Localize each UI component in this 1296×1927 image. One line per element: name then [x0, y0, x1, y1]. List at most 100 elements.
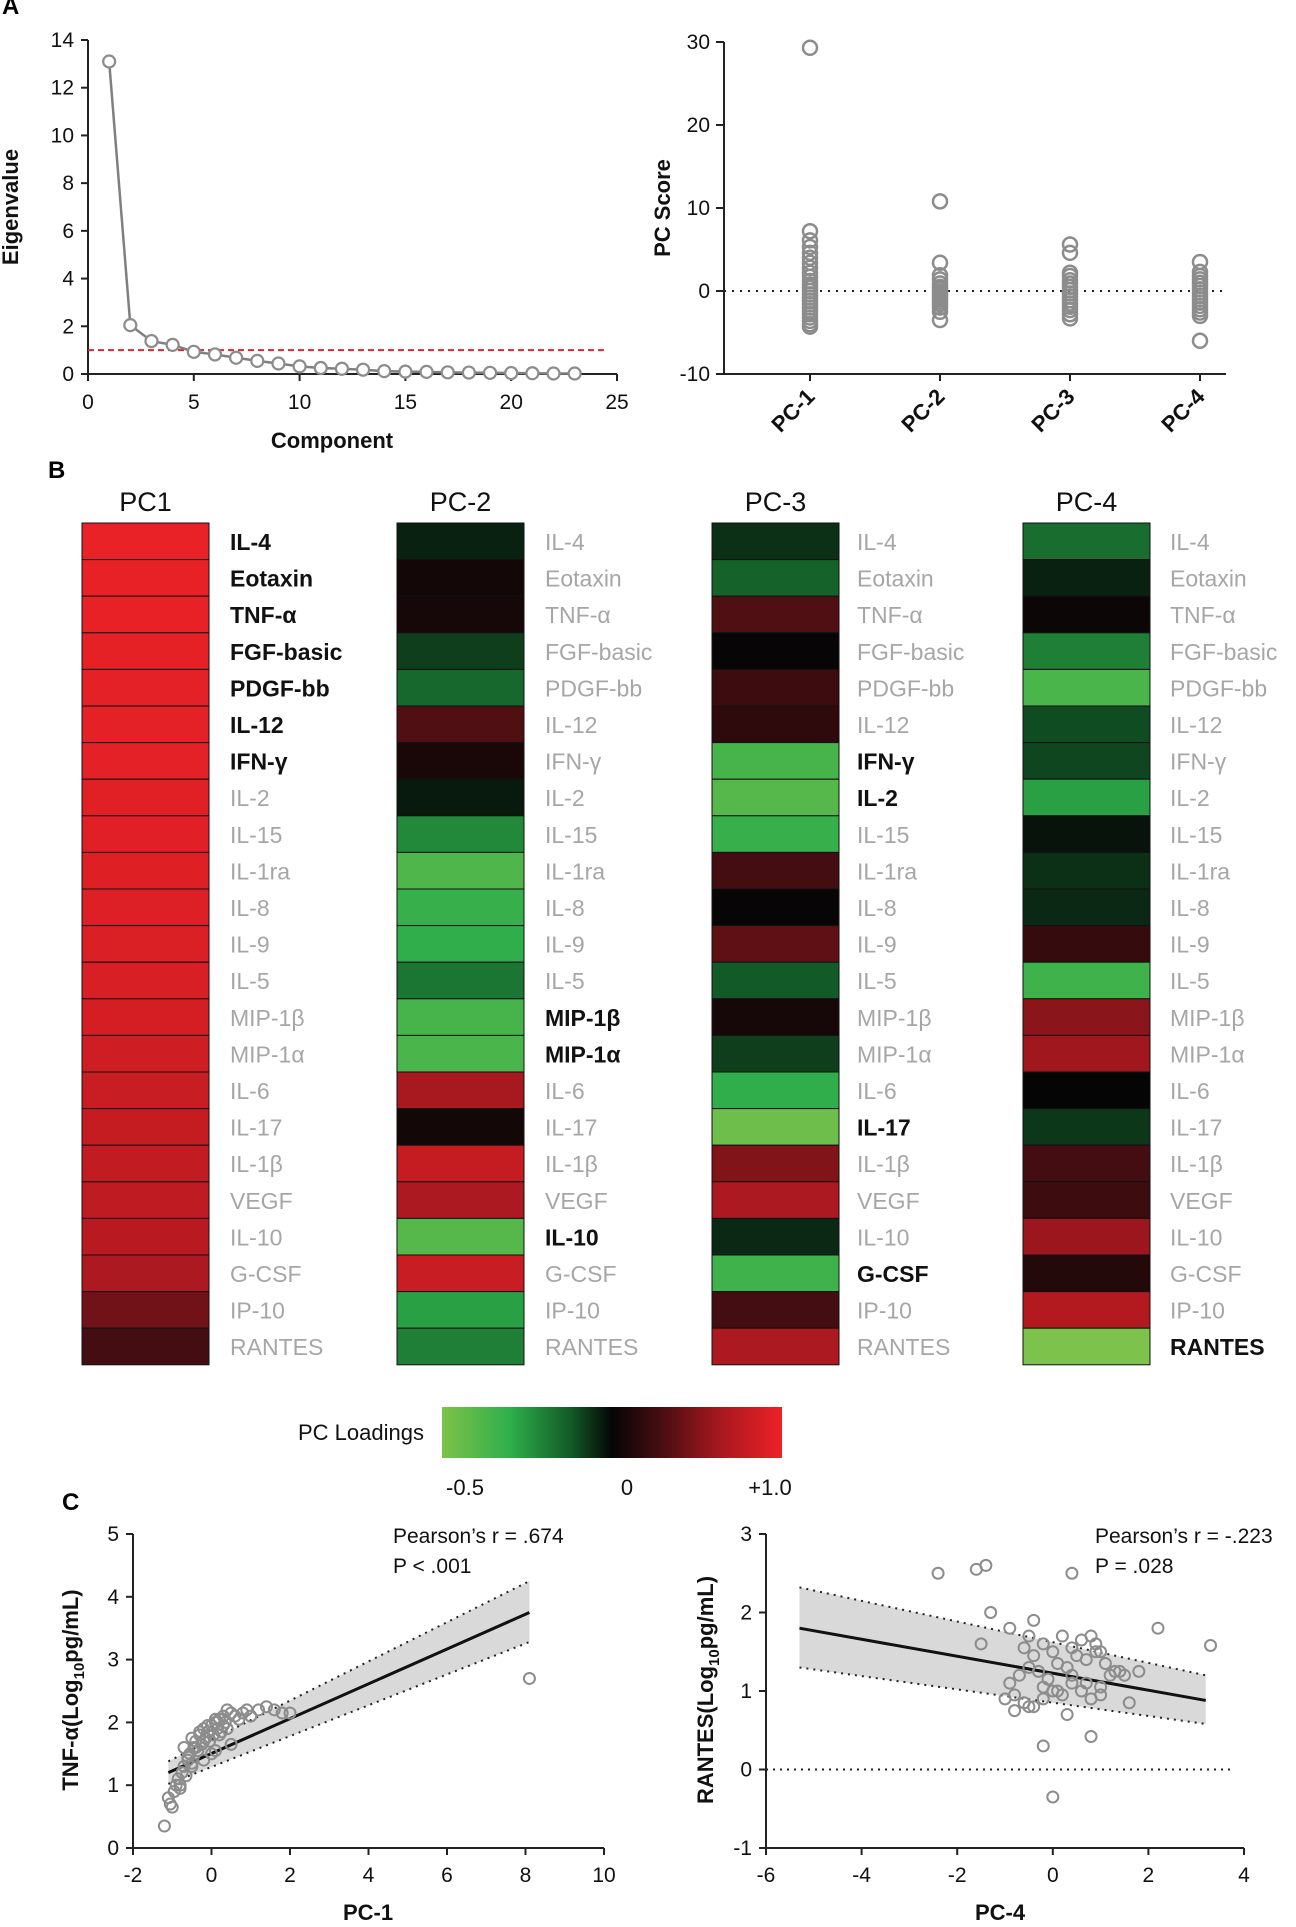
- heatmap-row-label: IL-2: [545, 785, 585, 811]
- heatmap-row-label: IFN-γ: [857, 749, 915, 775]
- pcscore-x-tick-label: PC-4: [1156, 383, 1210, 437]
- heatmap-column-title: PC-3: [745, 487, 807, 517]
- pcscore-y-tick-label: 30: [687, 31, 710, 54]
- heatmap-cell: [1022, 851, 1151, 890]
- tnf-point: [522, 1671, 536, 1685]
- heatmap-row-label: IL-5: [1170, 968, 1210, 994]
- heatmap-row-label: IL-4: [545, 529, 585, 555]
- tnf-point: [212, 1728, 226, 1742]
- scree-y-label: Eigenvalue: [0, 149, 23, 265]
- tnf-confidence-band: [168, 1581, 530, 1784]
- ran-x-tick-label: -2: [948, 1864, 967, 1887]
- heatmap-row-label: G-CSF: [545, 1261, 617, 1287]
- heatmap-cell: [81, 961, 210, 1000]
- scree-y-tick-label: 4: [62, 268, 74, 291]
- scree-point: [250, 353, 265, 368]
- scree-point: [419, 364, 434, 379]
- pc-score-plot: -10 0 10 20 30 PC-1 PC-2 PC-3 PC-4 PC Score: [650, 31, 1226, 437]
- rantes-pearson-text: Pearson’s r = -.223: [1095, 1525, 1273, 1548]
- heatmap-row-label: RANTES: [545, 1334, 638, 1360]
- pcscore-point: [1061, 236, 1079, 253]
- heatmap-row-label: G-CSF: [230, 1261, 302, 1287]
- tnf-point: [244, 1709, 258, 1723]
- heatmap-cell: [81, 1144, 210, 1183]
- colorbar-tick-min: -0.5: [446, 1475, 484, 1500]
- scree-y-tick-label: 14: [51, 29, 75, 52]
- heatmap-cell: [711, 742, 840, 780]
- ran-point: [1022, 1629, 1036, 1643]
- ran-point: [1036, 1680, 1050, 1694]
- heatmap-row-label: IP-10: [857, 1298, 912, 1324]
- heatmap-cell: [396, 851, 525, 890]
- heatmap-cell: [81, 705, 210, 744]
- heatmap-cell: [711, 998, 840, 1036]
- ran-x-tick-label: -6: [757, 1864, 776, 1887]
- colorbar-tick-max: +1.0: [748, 1475, 791, 1500]
- heatmap-row-label: MIP-1α: [545, 1041, 620, 1067]
- heatmap-row-label: IL-4: [230, 529, 271, 555]
- tnf-pearson-text: Pearson’s r = .674: [393, 1525, 564, 1548]
- heatmap-cell: [1022, 925, 1151, 963]
- scree-y-tick-label: 2: [62, 315, 74, 338]
- heatmap-row-label: TNF-α: [230, 602, 297, 628]
- tnf-point: [252, 1703, 266, 1717]
- tnf-point: [189, 1741, 203, 1755]
- scree-x-tick-label: 20: [500, 391, 523, 414]
- tnf-x-tick-label: 10: [592, 1864, 615, 1887]
- heatmap-cell: [81, 1291, 210, 1329]
- heatmap-column-title: PC-2: [430, 487, 492, 517]
- pcscore-point: [931, 254, 949, 272]
- heatmap-row-label: IL-1ra: [1170, 858, 1230, 884]
- heatmap-row-label: IL-9: [230, 932, 270, 958]
- heatmap-cell: [1022, 1034, 1151, 1073]
- ran-point: [1079, 1676, 1093, 1690]
- tnf-point: [197, 1753, 211, 1767]
- ran-point: [1027, 1649, 1041, 1663]
- scree-point: [377, 364, 392, 379]
- heatmap-row-label: IL-1ra: [230, 858, 290, 884]
- heatmap-cell: [81, 851, 210, 890]
- heatmap-cell: [81, 1181, 210, 1219]
- heatmap-cell: [396, 668, 525, 707]
- ran-y-tick-label: 1: [740, 1680, 752, 1703]
- heatmap-row-label: IP-10: [230, 1298, 285, 1324]
- rantes-fit-line: [799, 1626, 1207, 1702]
- ran-point: [1094, 1645, 1108, 1659]
- ran-point: [1151, 1621, 1165, 1635]
- scree-point: [102, 54, 117, 69]
- tnf-y-tick-label: 3: [107, 1649, 119, 1672]
- heatmap-row-label: PDGF-bb: [545, 675, 642, 701]
- heatmap-row-label: IL-9: [1170, 932, 1210, 958]
- scree-series-line: [107, 61, 575, 375]
- heatmap-cell: [1022, 1254, 1151, 1293]
- heatmap-row-label: IL-1ra: [545, 858, 605, 884]
- heatmap-cell: [396, 925, 525, 963]
- tnf-x-tick-label: 2: [284, 1864, 296, 1887]
- tnf-y-tick-label: 4: [107, 1586, 119, 1609]
- heatmap-row-label: IL-17: [230, 1115, 282, 1141]
- ran-point: [1089, 1645, 1103, 1659]
- scree-plot: 0 5 10 15 20 25 0 2 4 6 8 10 12 14 Component Eigenval…: [0, 29, 629, 453]
- panel-label-c: C: [62, 1489, 79, 1516]
- ran-point: [1027, 1613, 1041, 1627]
- heatmap-row-label: PDGF-bb: [857, 675, 954, 701]
- ran-y-tick-label: 3: [740, 1523, 752, 1546]
- heatmap-cell: [1022, 595, 1151, 634]
- tnf-y-tick-label: 2: [107, 1711, 119, 1734]
- heatmap-cell: [1022, 1071, 1151, 1110]
- heatmap-row-label: PDGF-bb: [1170, 675, 1267, 701]
- heatmap-row-label: FGF-basic: [545, 639, 652, 665]
- pcscore-point: [801, 232, 819, 249]
- heatmap-row-label: RANTES: [1170, 1334, 1265, 1360]
- heatmap-cell: [396, 1144, 525, 1183]
- heatmap-cell: [711, 1291, 840, 1329]
- heatmap-row-label: IFN-γ: [230, 749, 288, 775]
- heatmap-row-label: MIP-1β: [545, 1005, 620, 1031]
- ran-point: [1051, 1684, 1065, 1698]
- heatmap-row-label: IL-1β: [545, 1151, 598, 1177]
- scree-point: [334, 361, 350, 376]
- heatmap-cell: [396, 632, 525, 670]
- heatmap-cell: [1022, 961, 1151, 1000]
- heatmap-row-label: IL-8: [545, 895, 585, 921]
